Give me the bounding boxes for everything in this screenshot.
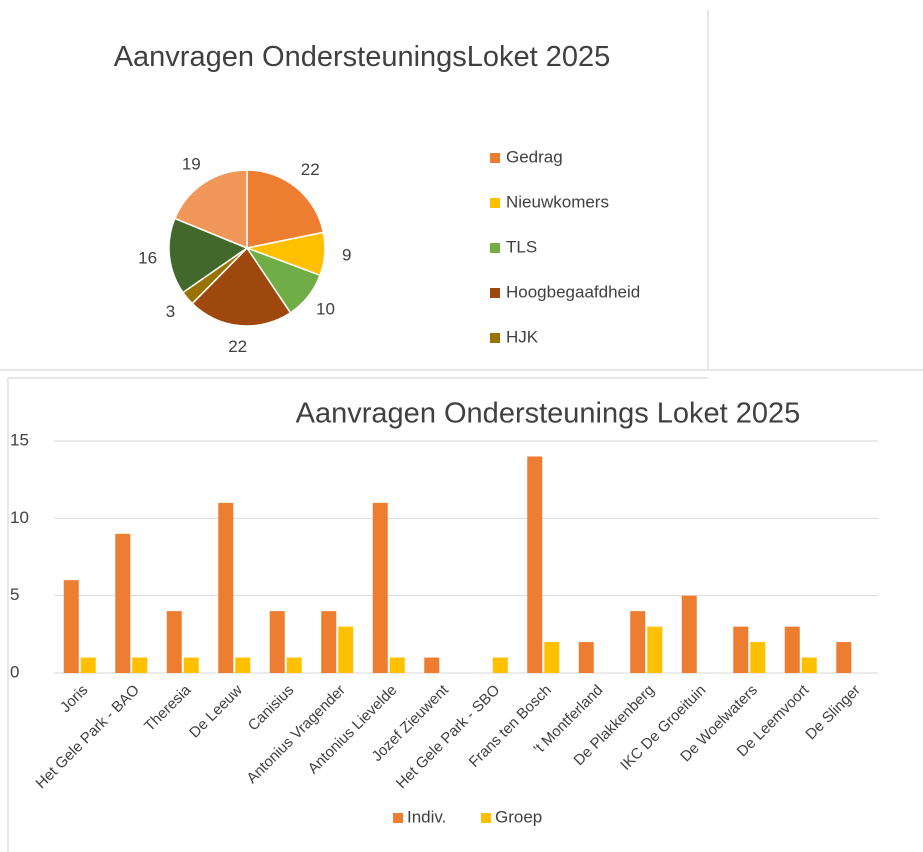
bar [183, 657, 199, 673]
y-tick-label: 5 [10, 585, 19, 604]
bar [372, 502, 388, 673]
data-label: 22 [228, 337, 247, 356]
legend-swatch [490, 198, 500, 208]
bar [80, 657, 96, 673]
legend-label: Gedrag [506, 147, 563, 166]
bar [321, 611, 337, 673]
bar [424, 657, 440, 673]
legend-swatch [490, 333, 500, 343]
x-tick-label: Het Gele Park - BAO [32, 682, 142, 792]
legend-label: Hoogbegaafdheid [506, 282, 640, 301]
pie-slice [173, 169, 248, 250]
bar [630, 611, 646, 673]
chart-title: Aanvragen Ondersteunings Loket 2025 [296, 398, 801, 430]
bar [733, 626, 749, 673]
y-tick-label: 10 [10, 508, 29, 527]
y-tick-label: 0 [10, 662, 19, 681]
legend-label: Groep [495, 807, 542, 826]
legend-label: HJK [506, 327, 539, 346]
bar [750, 642, 766, 673]
data-label: 10 [316, 299, 335, 318]
data-label: 16 [138, 248, 157, 267]
legend-swatch [490, 288, 500, 298]
x-tick-label: Theresia [141, 681, 195, 735]
x-tick-label: Antonius Lievelde [305, 682, 401, 778]
bar [338, 626, 354, 673]
bar [132, 657, 148, 673]
bar [389, 657, 405, 673]
data-label: 3 [166, 302, 175, 321]
legend-swatch [490, 243, 500, 253]
x-tick-label: Joris [57, 682, 91, 716]
bar [527, 456, 543, 673]
bar [544, 642, 560, 673]
legend-swatch [490, 153, 500, 163]
y-tick-label: 15 [10, 430, 29, 449]
bar [63, 580, 79, 673]
data-label: 19 [182, 154, 201, 173]
bar [269, 611, 285, 673]
data-label: 22 [301, 160, 320, 179]
bar [801, 657, 817, 673]
legend-label: Indiv. [407, 807, 446, 826]
legend-swatch [393, 813, 403, 823]
bar [235, 657, 251, 673]
pie-slice [191, 246, 292, 327]
bar [166, 611, 182, 673]
bar [681, 595, 697, 673]
x-tick-label: Antonius Vragender [243, 682, 348, 787]
data-label: 9 [342, 245, 351, 264]
bar [218, 502, 234, 673]
chart-title: Aanvragen OndersteuningsLoket 2025 [113, 41, 611, 73]
legend-label: Nieuwkomers [506, 192, 609, 211]
x-tick-label: De Slinger [802, 682, 864, 744]
bar [492, 657, 508, 673]
bar [578, 642, 594, 673]
bar [115, 533, 131, 673]
legend-label: TLS [506, 237, 537, 256]
bar [836, 642, 852, 673]
bar [286, 657, 302, 673]
legend-swatch [481, 813, 491, 823]
pie-slice [168, 217, 249, 294]
pie-slice [246, 169, 325, 249]
x-tick-label: De Leeuw [186, 681, 246, 741]
pie-title-box: Aanvragen OndersteuningsLoket 2025 [113, 41, 611, 73]
bar [647, 626, 663, 673]
bar [784, 626, 800, 673]
x-tick-label: Canisius [245, 682, 298, 735]
